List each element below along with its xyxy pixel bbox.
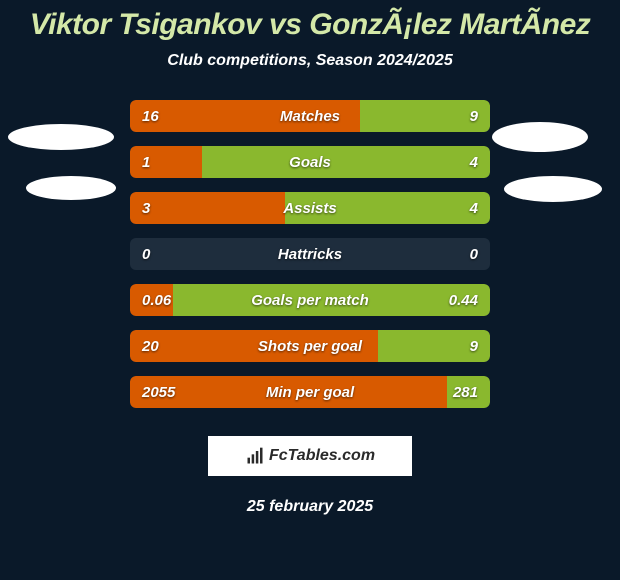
stat-value-left: 16 bbox=[142, 108, 159, 125]
stat-value-right: 4 bbox=[470, 154, 478, 171]
stat-row: 2055 281 Min per goal bbox=[130, 376, 490, 408]
stat-row: 3 4 Assists bbox=[130, 192, 490, 224]
player-oval bbox=[8, 124, 114, 150]
stat-value-left: 3 bbox=[142, 200, 150, 217]
watermark: FcTables.com bbox=[208, 436, 412, 476]
stat-value-right: 9 bbox=[470, 108, 478, 125]
player-oval bbox=[26, 176, 116, 200]
stat-row: 20 9 Shots per goal bbox=[130, 330, 490, 362]
stat-label: Shots per goal bbox=[258, 338, 362, 355]
player-oval bbox=[492, 122, 588, 152]
stat-bar-left bbox=[130, 146, 202, 178]
comparison-title: Viktor Tsigankov vs GonzÃ¡lez MartÃ­nez bbox=[0, 0, 620, 42]
player-oval bbox=[504, 176, 602, 202]
stat-bar-left bbox=[130, 192, 285, 224]
stat-label: Goals per match bbox=[251, 292, 369, 309]
stat-value-right: 0.44 bbox=[449, 292, 478, 309]
stat-value-left: 2055 bbox=[142, 384, 175, 401]
stat-row: 16 9 Matches bbox=[130, 100, 490, 132]
stat-label: Min per goal bbox=[266, 384, 354, 401]
watermark-text: FcTables.com bbox=[269, 447, 375, 465]
stat-value-left: 0.06 bbox=[142, 292, 171, 309]
comparison-date: 25 february 2025 bbox=[0, 498, 620, 516]
stat-value-left: 20 bbox=[142, 338, 159, 355]
stat-row: 0 0 Hattricks bbox=[130, 238, 490, 270]
stat-value-right: 0 bbox=[470, 246, 478, 263]
stat-label: Matches bbox=[280, 108, 340, 125]
stat-label: Goals bbox=[289, 154, 331, 171]
stat-row: 0.06 0.44 Goals per match bbox=[130, 284, 490, 316]
stat-value-right: 281 bbox=[453, 384, 478, 401]
stat-value-left: 1 bbox=[142, 154, 150, 171]
stat-label: Hattricks bbox=[278, 246, 342, 263]
stat-label: Assists bbox=[283, 200, 336, 217]
stat-value-left: 0 bbox=[142, 246, 150, 263]
stat-value-right: 4 bbox=[470, 200, 478, 217]
stat-row: 1 4 Goals bbox=[130, 146, 490, 178]
stat-value-right: 9 bbox=[470, 338, 478, 355]
comparison-subtitle: Club competitions, Season 2024/2025 bbox=[0, 52, 620, 70]
chart-icon bbox=[245, 446, 265, 466]
stat-bar-right bbox=[202, 146, 490, 178]
